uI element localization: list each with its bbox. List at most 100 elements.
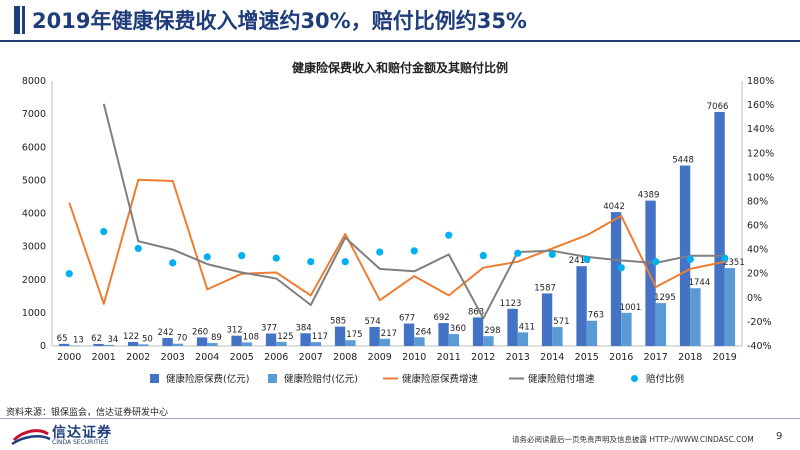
bar-data-label: 108 [243, 332, 259, 342]
y-right-tick-label: 60% [747, 221, 768, 232]
source-note: 资料来源：银保监会，信达证券研发中心 [6, 408, 169, 418]
bar-data-label: 65 [57, 334, 68, 344]
y-left-tick-label: 4000 [22, 209, 46, 220]
scatter-point [341, 258, 349, 266]
y-right-tick-label: 140% [747, 124, 774, 135]
bar [207, 343, 218, 346]
bar [690, 288, 701, 346]
y-right-tick-label: 120% [747, 148, 774, 159]
bar [655, 303, 667, 346]
bar [58, 343, 70, 346]
legend-swatch [631, 375, 638, 382]
bar-data-label: 574 [364, 317, 380, 327]
bar-data-label: 1001 [620, 303, 642, 313]
bar [265, 333, 277, 346]
bar [172, 343, 184, 346]
bar [586, 320, 598, 346]
x-tick-label: 2011 [437, 352, 461, 363]
bar-data-label: 312 [226, 326, 242, 336]
y-right-tick-label: -20% [747, 317, 772, 328]
bar-data-label: 34 [108, 335, 119, 345]
y-left-tick-label: 7000 [22, 109, 46, 120]
bar [507, 308, 518, 346]
bar [276, 341, 287, 346]
y-right-tick-label: 0% [747, 293, 762, 304]
bar-data-label: 298 [484, 326, 500, 336]
scatter-point [134, 244, 142, 253]
scatter-point [203, 253, 211, 261]
bar [103, 344, 115, 346]
scatter-point [686, 255, 694, 263]
scatter-point [307, 258, 315, 266]
bar-data-label: 1744 [689, 278, 711, 288]
bar-data-label: 125 [277, 332, 293, 342]
y-left-tick-label: 3000 [22, 242, 46, 253]
x-tick-label: 2005 [230, 352, 254, 363]
legend-label: 健康险原保费(亿元) [166, 373, 249, 385]
bar [369, 326, 380, 346]
bar-data-label: 62 [91, 334, 102, 344]
x-tick-label: 2000 [57, 352, 81, 363]
title-bar: 2019年健康保费收入增速约30%，赔付比例约35% [0, 0, 800, 40]
series-line [102, 103, 725, 320]
bar [69, 345, 80, 347]
footer-divider [0, 418, 800, 419]
bar-data-label: 2410 [569, 256, 591, 266]
bar-data-label: 863 [468, 307, 484, 317]
bar-data-label: 175 [346, 330, 362, 340]
scatter-point [376, 248, 384, 256]
title-divider [0, 40, 800, 42]
x-tick-label: 2010 [402, 352, 426, 363]
bar-data-label: 117 [312, 332, 328, 342]
bar [300, 333, 311, 346]
x-tick-label: 2008 [333, 352, 357, 363]
x-tick-label: 2007 [299, 352, 323, 363]
x-tick-label: 2012 [471, 352, 495, 363]
brand-name-cn: 信达证券 [52, 425, 112, 441]
scatter-point [652, 258, 660, 266]
series-line [68, 178, 726, 305]
y-left-tick-label: 8000 [22, 76, 46, 87]
bar [472, 317, 484, 346]
disclaimer-link[interactable]: 请务必阅读最后一页免责声明及信息披露 HTTP://WWW.CINDASC.CO… [512, 435, 754, 444]
title-accent-bar [14, 6, 20, 34]
bar-data-label: 1295 [654, 293, 676, 303]
scatter-point [100, 227, 108, 236]
x-tick-label: 2014 [540, 352, 564, 363]
x-tick-label: 2018 [678, 352, 702, 363]
bar-data-label: 264 [415, 327, 431, 337]
bar [196, 337, 208, 346]
bar [610, 212, 622, 346]
bar-data-label: 763 [588, 311, 604, 321]
bar [403, 323, 415, 346]
bar [552, 327, 563, 346]
bar [310, 342, 322, 346]
y-left-tick-label: 6000 [22, 142, 46, 153]
bar-data-label: 260 [192, 327, 208, 337]
brand-name-en: CINDA SECURITIES [52, 439, 109, 446]
legend-label: 赔付比例 [646, 373, 684, 385]
y-left-tick-label: 2000 [22, 275, 46, 286]
y-right-tick-label: -40% [747, 341, 772, 352]
legend-swatch [150, 374, 159, 383]
title-accent-bar-thin [22, 6, 25, 34]
chart-title: 健康险保费收入和赔付金额及其赔付比例 [292, 60, 508, 75]
bar-data-label: 50 [142, 334, 153, 344]
scatter-point [583, 255, 591, 263]
x-tick-label: 2019 [713, 352, 737, 363]
bar-data-label: 692 [433, 313, 449, 323]
y-left-tick-label: 1000 [22, 308, 46, 319]
bar [345, 340, 356, 346]
bar [162, 337, 173, 346]
scatter-point [514, 249, 522, 257]
x-tick-label: 2006 [264, 352, 288, 363]
page-number: 9 [776, 431, 783, 442]
bar [438, 323, 449, 346]
y-right-tick-label: 180% [747, 76, 774, 87]
bar [724, 268, 736, 346]
x-tick-label: 2003 [161, 352, 185, 363]
bar [541, 293, 553, 346]
bar [645, 200, 656, 346]
y-right-tick-label: 20% [747, 269, 768, 280]
bar-data-label: 1587 [534, 283, 556, 293]
